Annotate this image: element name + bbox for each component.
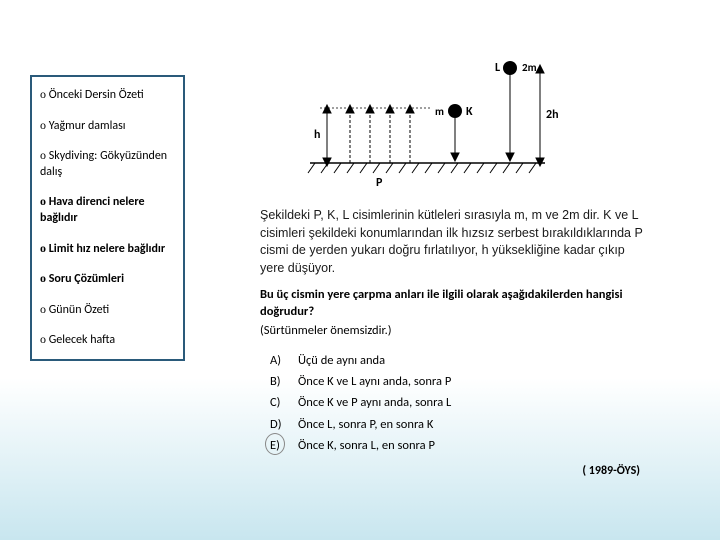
menu-label: Yağmur damlası	[49, 119, 126, 133]
option-text: Önce K ve P aynı anda, sonra L	[298, 392, 451, 413]
menu-label: Önceki Dersin Özeti	[49, 88, 144, 102]
height-2h-label: 2h	[546, 108, 559, 122]
question-content: h K m L 2m 2h	[260, 55, 650, 478]
menu-label: Limit hız nelere bağlıdır	[49, 242, 165, 256]
bullet-icon: o	[40, 332, 46, 346]
physics-diagram: h K m L 2m 2h	[290, 55, 560, 195]
menu-item-gunun[interactable]: o Günün Özeti	[40, 302, 175, 319]
option-letter: C)	[270, 392, 298, 413]
option-c[interactable]: C) Önce K ve P aynı anda, sonra L	[270, 392, 650, 413]
option-a[interactable]: A) Üçü de aynı anda	[270, 350, 650, 371]
ball-k-mass: m	[435, 105, 444, 118]
bullet-icon: o	[40, 148, 46, 162]
option-text: Önce K ve L aynı anda, sonra P	[298, 371, 451, 392]
option-e[interactable]: E) Önce K, sonra L, en sonra P	[270, 435, 650, 456]
option-letter: D)	[270, 414, 298, 435]
ball-k-label: K	[466, 105, 473, 119]
question-hint: (Sürtünmeler önemsizdir.)	[260, 323, 650, 338]
bullet-icon: o	[40, 271, 46, 285]
menu-item-yagmur[interactable]: o Yağmur damlası	[40, 118, 175, 135]
question-paragraph-1: Şekildeki P, K, L cisimlerinin kütleleri…	[260, 207, 650, 277]
ball-l-label: L	[495, 61, 500, 75]
menu-item-skydiving[interactable]: o Skydiving: Gökyüzünden dalış	[40, 148, 175, 180]
menu-label: Gelecek hafta	[49, 333, 115, 347]
bullet-icon: o	[40, 241, 46, 255]
ball-l-mass: 2m	[522, 61, 537, 74]
menu-label: Günün Özeti	[49, 303, 109, 317]
menu-item-gelecek[interactable]: o Gelecek hafta	[40, 332, 175, 349]
question-paragraph-2: Bu üç cismin yere çarpma anları ile ilgi…	[260, 287, 650, 321]
sidebar-menu: o Önceki Dersin Özeti o Yağmur damlası o…	[30, 75, 185, 361]
menu-item-limit[interactable]: o Limit hız nelere bağlıdır	[40, 241, 175, 258]
menu-label: Hava direnci nelere bağlıdır	[40, 195, 145, 225]
ground-p-label: P	[376, 176, 383, 190]
height-h-label: h	[314, 128, 320, 142]
exam-year-tag: ( 1989-ÖYS)	[260, 464, 650, 478]
option-text: Önce K, sonra L, en sonra P	[298, 435, 435, 456]
option-d[interactable]: D) Önce L, sonra P, en sonra K	[270, 414, 650, 435]
menu-item-soru[interactable]: o Soru Çözümleri	[40, 271, 175, 288]
menu-label: Soru Çözümleri	[49, 272, 124, 286]
bullet-icon: o	[40, 302, 46, 316]
option-letter: A)	[270, 350, 298, 371]
answer-options: A) Üçü de aynı anda B) Önce K ve L aynı …	[270, 350, 650, 456]
menu-item-hava[interactable]: o Hava direnci nelere bağlıdır	[40, 194, 175, 226]
circled-answer-icon	[265, 433, 285, 455]
option-b[interactable]: B) Önce K ve L aynı anda, sonra P	[270, 371, 650, 392]
bullet-icon: o	[40, 118, 46, 132]
bullet-icon: o	[40, 87, 46, 101]
bullet-icon: o	[40, 194, 46, 208]
option-text: Önce L, sonra P, en sonra K	[298, 414, 433, 435]
menu-item-onceki[interactable]: o Önceki Dersin Özeti	[40, 87, 175, 104]
option-letter: B)	[270, 371, 298, 392]
menu-label: Skydiving: Gökyüzünden dalış	[40, 149, 167, 179]
option-text: Üçü de aynı anda	[298, 350, 385, 371]
